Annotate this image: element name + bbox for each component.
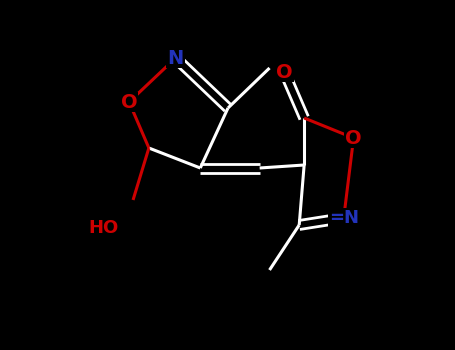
Text: HO: HO [88, 219, 118, 237]
Text: O: O [345, 128, 362, 147]
Text: N: N [167, 49, 184, 68]
Text: O: O [276, 63, 293, 82]
Text: O: O [121, 92, 137, 112]
Text: =N: =N [329, 209, 359, 227]
